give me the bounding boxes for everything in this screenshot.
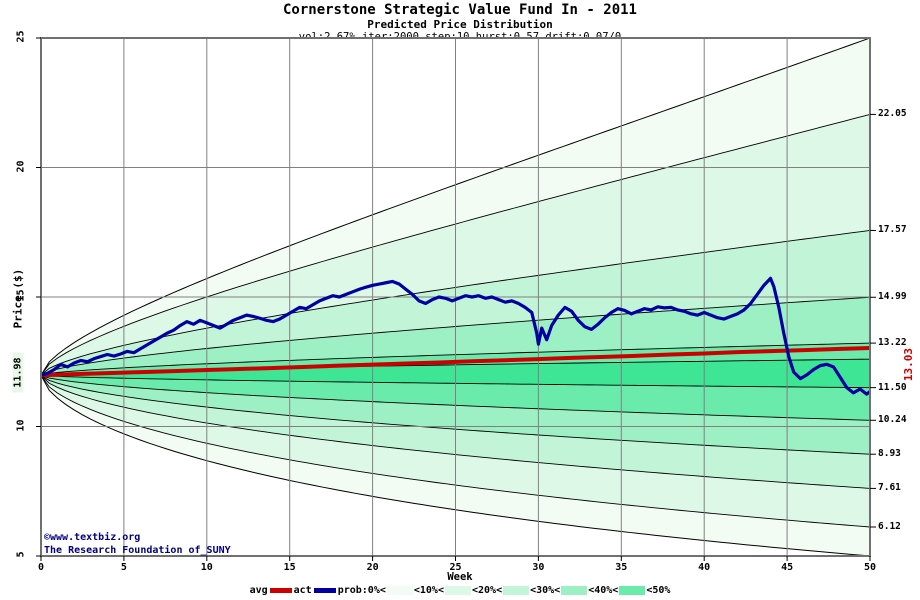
- right-label-6.12: 6.12: [878, 520, 901, 532]
- legend-swatch-40: [619, 586, 646, 595]
- y-tick-15: 15: [15, 289, 27, 302]
- x-tick-10: 10: [200, 562, 213, 573]
- x-tick-5: 5: [120, 562, 127, 573]
- current-price-label: 13.03: [902, 347, 916, 382]
- legend-swatch-20: [503, 586, 530, 595]
- start-price-label: 11.98: [12, 352, 24, 393]
- watermark-line-2: The Research Foundation of_SUNY: [44, 545, 231, 556]
- legend-b20-label: <20%<: [471, 585, 503, 596]
- watermark-line-1: ©www.textbiz.org: [44, 532, 141, 543]
- x-tick-40: 40: [698, 562, 711, 573]
- chart-title: Cornerstone Strategic Value Fund In - 20…: [282, 2, 637, 18]
- x-tick-20: 20: [366, 562, 379, 573]
- right-label-10.24: 10.24: [878, 414, 907, 426]
- right-label-22.05: 22.05: [878, 108, 907, 120]
- legend-swatch-10: [444, 586, 471, 595]
- axis-ticks: [36, 37, 876, 561]
- x-tick-15: 15: [283, 562, 296, 573]
- legend-avg-label: avg: [249, 585, 268, 596]
- average-price-line: [40, 346, 871, 378]
- x-axis-label: Week: [447, 571, 473, 583]
- right-label-13.22: 13.22: [878, 337, 907, 349]
- legend-b30-label: <30%<: [530, 585, 561, 596]
- x-tick-45: 45: [781, 562, 794, 573]
- legend-b40-label: <40%<: [588, 585, 619, 596]
- x-tick-30: 30: [532, 562, 545, 573]
- chart-subtitle: Predicted Price Distribution: [367, 18, 553, 31]
- legend-swatch-0: [386, 586, 413, 595]
- right-label-17.57: 17.57: [878, 224, 907, 236]
- chart-legend: avg act prob:0%< <10%< <20%< <30%< <40%< <50%: [0, 585, 920, 597]
- right-label-14.99: 14.99: [878, 291, 907, 303]
- x-tick-50: 50: [863, 562, 877, 573]
- legend-avg-swatch: [269, 588, 292, 593]
- watermark: ©www.textbiz.org The Research Foundation…: [44, 531, 231, 557]
- legend-b10-label: <10%<: [413, 585, 444, 596]
- y-tick-5: 5: [15, 551, 27, 558]
- legend-act-label: act: [293, 585, 312, 596]
- actual-price-line: [40, 276, 871, 396]
- right-label-11.50: 11.50: [878, 381, 907, 393]
- right-label-8.93: 8.93: [878, 448, 901, 460]
- legend-act-swatch: [313, 588, 336, 593]
- legend-prob-label: prob:0%<: [337, 585, 386, 596]
- y-tick-20: 20: [15, 159, 27, 173]
- x-tick-25: 25: [449, 562, 462, 573]
- y-tick-10: 10: [15, 418, 27, 432]
- legend-swatch-30: [561, 586, 588, 595]
- legend-b50-label: <50%: [646, 585, 671, 596]
- y-tick-25: 25: [15, 30, 27, 43]
- x-tick-0: 0: [37, 562, 45, 573]
- right-label-7.61: 7.61: [878, 482, 901, 494]
- x-tick-35: 35: [615, 562, 628, 573]
